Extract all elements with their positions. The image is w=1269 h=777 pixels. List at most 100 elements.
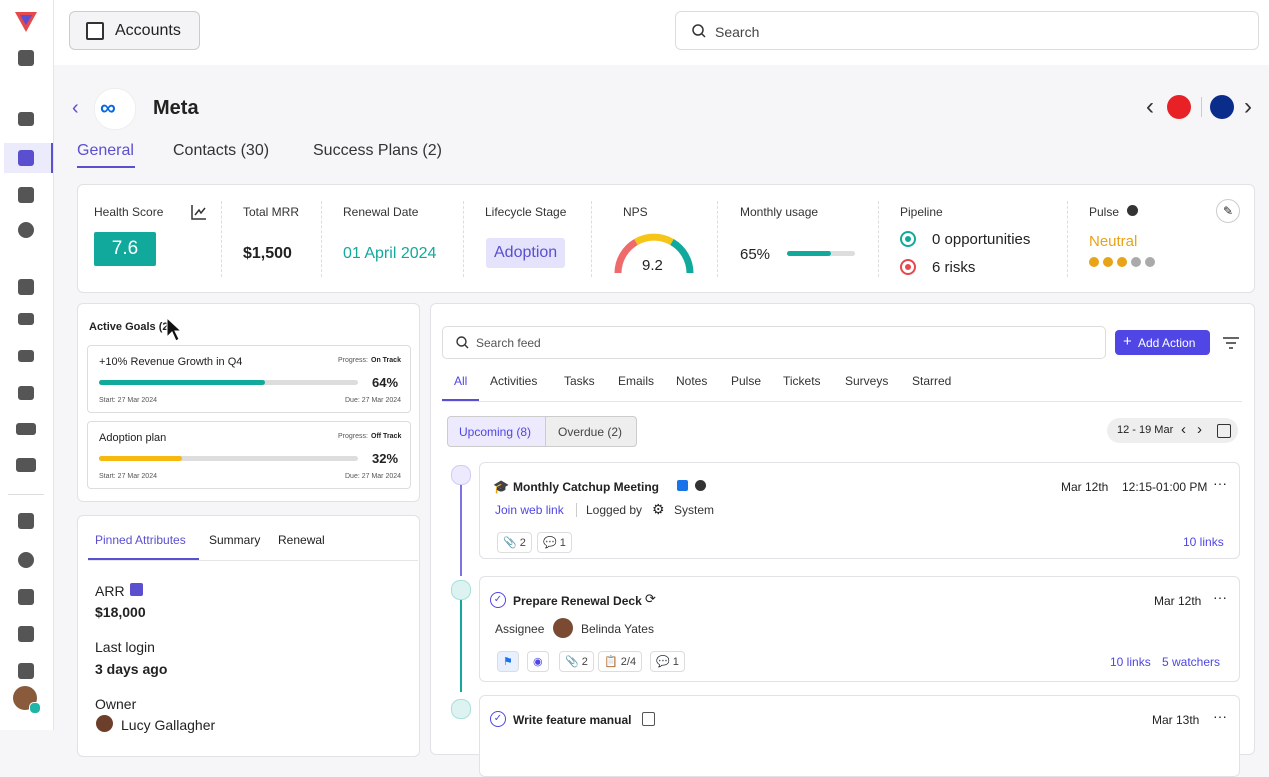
web-link[interactable]: Join web link <box>495 503 564 517</box>
progress-label: Progress: <box>338 357 368 364</box>
next-week[interactable]: › <box>1197 421 1202 438</box>
nav-icon[interactable] <box>18 663 34 679</box>
nps-value: 9.2 <box>642 257 663 274</box>
item-title: Write feature manual <box>513 713 632 727</box>
progress-value: 32% <box>372 451 399 466</box>
date-range: 12 - 19 Mar ‹ › <box>1107 418 1238 443</box>
tab[interactable]: Summary <box>209 533 261 547</box>
account-icon[interactable] <box>1167 95 1191 119</box>
back-button[interactable]: ‹ <box>72 97 79 119</box>
button-label: Accounts <box>115 22 181 39</box>
nav-icon[interactable] <box>18 386 34 400</box>
nav-icon[interactable] <box>18 50 34 66</box>
next-account[interactable]: › <box>1244 93 1252 120</box>
tab[interactable]: Pulse <box>731 374 762 388</box>
more-menu[interactable]: ··· <box>1213 708 1227 724</box>
nav-icon[interactable] <box>18 313 34 325</box>
timeline-icon <box>451 699 471 719</box>
progress-track <box>99 456 358 461</box>
goals-card: Active Goals (2) +10% Revenue Growth in … <box>77 303 420 502</box>
tab[interactable]: Starred <box>912 374 952 388</box>
flag[interactable]: ⚑ <box>497 651 519 672</box>
tab[interactable]: Surveys <box>845 374 889 388</box>
tab[interactable]: Tickets <box>783 374 821 388</box>
links[interactable]: 10 links <box>1183 535 1224 549</box>
nav-icon[interactable] <box>18 222 34 238</box>
search-box[interactable]: Search <box>675 11 1259 50</box>
tab-active[interactable]: Pinned Attributes <box>95 533 186 547</box>
feed-card: Search feed + Add Action All Activities Ta… <box>430 303 1255 777</box>
more-menu[interactable]: ··· <box>1213 589 1227 605</box>
tab[interactable]: Renewal <box>278 533 325 547</box>
tab-active[interactable]: General <box>77 142 134 159</box>
nav-icon[interactable] <box>18 187 34 203</box>
item-title: Prepare Renewal Deck <box>513 594 642 608</box>
search-placeholder: Search <box>715 24 760 40</box>
feed-item[interactable]: 🎓 Monthly Catchup Meeting Mar 12th 12:15… <box>479 462 1240 559</box>
nav-icon[interactable] <box>18 279 34 295</box>
comment-count[interactable]: 💬 1 <box>650 651 685 672</box>
nav-icon[interactable] <box>18 589 34 605</box>
logged-by-label: Logged by <box>586 503 643 517</box>
attachment-count[interactable]: 📎 2 <box>497 532 532 553</box>
account-name: Meta <box>153 97 199 119</box>
count: 1 <box>559 537 566 549</box>
add-action-button[interactable]: + Add Action <box>1115 330 1210 355</box>
filter-active[interactable]: Upcoming (8) <box>459 425 532 439</box>
info-icon[interactable] <box>1127 205 1138 216</box>
pipeline-item[interactable]: 6 risks <box>932 259 976 276</box>
subtask-count[interactable]: 📋 2/4 <box>598 651 643 672</box>
account-icon[interactable] <box>1210 95 1234 119</box>
prev-week[interactable]: ‹ <box>1181 421 1186 438</box>
nav-icon[interactable] <box>18 513 34 529</box>
info-icon[interactable] <box>695 480 706 491</box>
tab[interactable]: Notes <box>676 374 708 388</box>
nps-gauge <box>614 233 694 274</box>
prev-account[interactable]: ‹ <box>1146 93 1154 120</box>
nav-icon[interactable] <box>18 350 34 362</box>
links[interactable]: 10 links <box>1110 655 1151 669</box>
pipeline-item[interactable]: 0 opportunities <box>932 231 1031 248</box>
sidebar <box>0 0 54 730</box>
metric-label: Pulse <box>1089 205 1120 219</box>
nav-icon[interactable] <box>18 626 34 642</box>
tab[interactable]: Tasks <box>564 374 595 388</box>
goal-start: Start: 27 Mar 2024 <box>99 397 157 404</box>
comment-count[interactable]: 💬 1 <box>537 532 572 553</box>
filter-icon[interactable] <box>1223 337 1239 349</box>
priority[interactable]: ◉ <box>527 651 549 672</box>
tab[interactable]: Emails <box>618 374 655 388</box>
assignee-avatar <box>553 618 573 638</box>
account-logo: ∞ <box>94 88 136 130</box>
goal-due: Due: 27 Mar 2024 <box>345 397 402 404</box>
tab[interactable]: Success Plans (2) <box>313 142 442 159</box>
date-range-label: 12 - 19 Mar <box>1117 424 1174 436</box>
feed-search[interactable]: Search feed <box>442 326 1106 359</box>
divider <box>1201 97 1202 117</box>
goal-card[interactable]: Adoption plan Progress: Off Track 32% Start:… <box>87 421 411 489</box>
logged-by: System <box>674 503 715 517</box>
filter[interactable]: Overdue (2) <box>558 425 623 439</box>
goals-title: Active Goals (2) <box>89 321 173 333</box>
nav-active[interactable] <box>4 143 53 173</box>
calendar-icon[interactable] <box>1217 424 1231 438</box>
goal-card[interactable]: +10% Revenue Growth in Q4 Progress: On Tra… <box>87 345 411 413</box>
nav-icon[interactable] <box>16 458 36 472</box>
nav-icon[interactable] <box>16 423 36 435</box>
feed-item[interactable]: ✓ Write feature manual Mar 13th ··· <box>479 695 1240 777</box>
more-menu[interactable]: ··· <box>1213 475 1227 491</box>
metric-label: Pipeline <box>900 205 943 219</box>
lifecycle-badge: Adoption <box>486 238 566 268</box>
watchers[interactable]: 5 watchers <box>1162 655 1221 669</box>
tab[interactable]: Contacts (30) <box>173 142 270 159</box>
accounts-button[interactable]: Accounts <box>69 11 200 50</box>
nav-icon[interactable] <box>18 112 34 126</box>
tab-active[interactable]: All <box>454 374 468 388</box>
feed-item[interactable]: ✓ Prepare Renewal Deck ⟳ Mar 12th ··· As… <box>479 576 1240 682</box>
nav-icon[interactable] <box>18 552 34 568</box>
attachment-count[interactable]: 📎 2 <box>559 651 594 672</box>
user-avatar[interactable] <box>13 686 41 714</box>
tab[interactable]: Activities <box>490 374 538 388</box>
edit-button[interactable]: ✎ <box>1216 199 1240 223</box>
